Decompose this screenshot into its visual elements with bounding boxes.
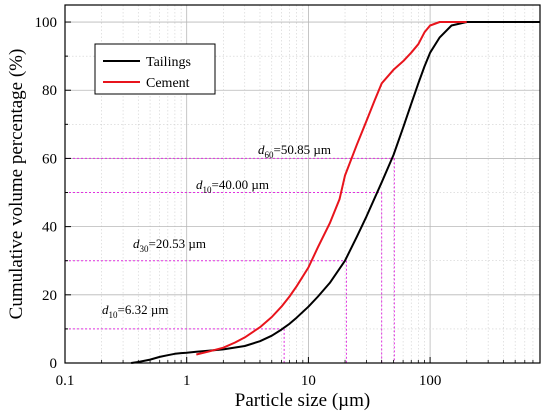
annotation-label: d30=20.53 µm (133, 236, 206, 254)
x-tick-label: 0.1 (56, 373, 75, 389)
series-line-cement (196, 21, 467, 356)
legend-box (94, 43, 216, 95)
x-tick-label: 1 (183, 373, 191, 389)
guide-layer (65, 157, 395, 363)
label-layer: 0.1 1 10 100 0 20 40 60 80 100 Particle size (µm) C… (6, 15, 441, 411)
y-tick-label: 0 (50, 356, 58, 372)
x-tick-label: 100 (419, 373, 442, 389)
legend-label-tailings: Tailings (146, 55, 191, 70)
x-tick-label: 10 (301, 373, 316, 389)
y-tick-label: 100 (35, 15, 58, 31)
y-axis-title: Cumulative volume percentage (%) (6, 49, 27, 320)
y-tick-label: 40 (42, 220, 57, 236)
legend-label-cement: Cement (146, 76, 190, 91)
y-tick-label: 20 (42, 288, 57, 304)
series-line-tailings (131, 21, 540, 364)
y-tick-label: 60 (42, 151, 57, 167)
legend: Tailings Cement (94, 43, 216, 95)
annotation-label: d10=40.00 µm (196, 177, 269, 195)
x-axis-title: Particle size (µm) (235, 390, 370, 411)
y-tick-label: 80 (42, 83, 57, 99)
tick-layer (64, 21, 541, 364)
annotation-label: d60=50.85 µm (258, 142, 331, 160)
annotation-layer: d10=6.32 µm d30=20.53 µm d10=40.00 µm d60=5… (102, 142, 331, 320)
series-layer (131, 21, 540, 364)
annotation-label: d10=6.32 µm (102, 302, 168, 320)
